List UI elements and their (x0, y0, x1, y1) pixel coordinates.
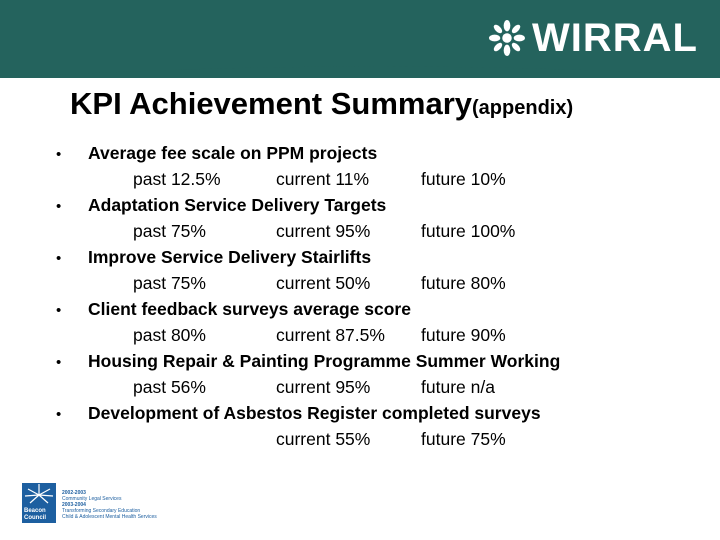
header-curve (0, 62, 720, 78)
kpi-current: current 55% (276, 429, 371, 449)
kpi-label: Average fee scale on PPM projects (88, 143, 378, 163)
kpi-label: Improve Service Delivery Stairlifts (88, 247, 372, 267)
kpi-item: • Development of Asbestos Register comple… (56, 400, 696, 452)
kpi-current: current 95% (276, 377, 371, 397)
kpi-current: current 11% (276, 169, 370, 189)
kpi-current: current 87.5% (276, 325, 385, 345)
title-main: KPI Achievement Summary (70, 86, 473, 121)
kpi-item: • Average fee scale on PPM projects past … (56, 140, 696, 192)
beacon-badge-text: Beacon Council (24, 508, 46, 521)
award-text: Child & Adolescent Mental Health Service… (62, 514, 157, 520)
kpi-list: • Average fee scale on PPM projects past … (56, 140, 696, 452)
page-title: KPI Achievement Summary(appendix) (70, 86, 573, 122)
award-text: Transforming Secondary Education (62, 508, 141, 514)
bullet-icon: • (56, 354, 62, 371)
wirral-logo: WIRRAL (488, 18, 698, 58)
kpi-label: Development of Asbestos Register complet… (88, 403, 541, 423)
title-sub: (appendix) (472, 97, 574, 119)
kpi-future: future 80% (421, 273, 506, 293)
kpi-future: future 75% (421, 429, 506, 449)
wirral-flower-icon (488, 19, 526, 57)
kpi-past: past 75% (133, 221, 206, 241)
bullet-icon: • (56, 302, 62, 319)
kpi-past: past 75% (133, 273, 206, 293)
beacon-badge (22, 483, 56, 523)
kpi-label: Housing Repair & Painting Programme Summ… (88, 351, 561, 371)
bullet-icon: • (56, 406, 62, 423)
kpi-label: Client feedback surveys average score (88, 299, 411, 319)
kpi-past: past 56% (133, 377, 206, 397)
kpi-current: current 50% (276, 273, 371, 293)
award-year: 2002-2003 (62, 490, 86, 496)
beacon-awards: 2002-2003 Community Legal Services 2003-… (62, 490, 157, 520)
award-year: 2003-2004 (62, 502, 86, 508)
kpi-past: past 12.5% (133, 169, 221, 189)
kpi-future: future 90% (421, 325, 506, 345)
kpi-future: future 100% (421, 221, 516, 241)
kpi-future: future n/a (421, 377, 495, 397)
kpi-past: past 80% (133, 325, 206, 345)
bullet-icon: • (56, 146, 62, 163)
kpi-current: current 95% (276, 221, 371, 241)
bullet-icon: • (56, 198, 62, 215)
kpi-item: • Housing Repair & Painting Programme Sum… (56, 348, 696, 400)
bullet-icon: • (56, 250, 62, 267)
kpi-item: • Client feedback surveys average score p… (56, 296, 696, 348)
brand-name: WIRRAL (532, 16, 698, 60)
kpi-future: future 10% (421, 169, 506, 189)
kpi-item: • Adaptation Service Delivery Targets pas… (56, 192, 696, 244)
award-text: Community Legal Services (62, 496, 122, 502)
kpi-label: Adaptation Service Delivery Targets (88, 195, 387, 215)
kpi-item: • Improve Service Delivery Stairlifts pas… (56, 244, 696, 296)
beacon-star-icon (24, 484, 54, 504)
